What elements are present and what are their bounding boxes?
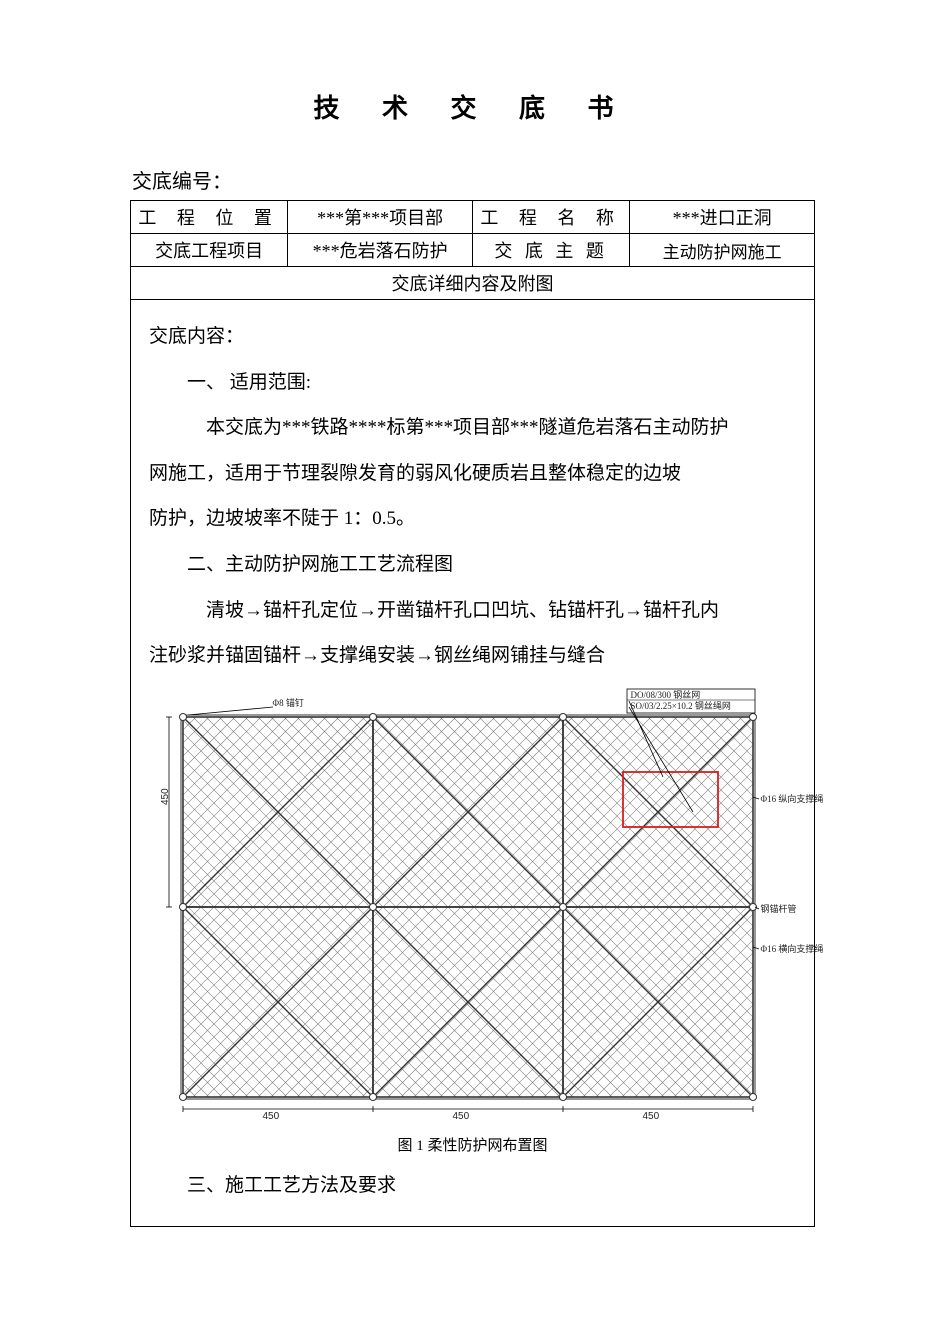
info-table: 工 程 位 置 ***第***项目部 工 程 名 称 ***进口正洞 交底工程项… xyxy=(130,200,815,267)
callout-top-left: Φ8 锚钉 xyxy=(273,699,304,708)
dim-bottom-1: 450 xyxy=(263,1112,280,1122)
dim-bottom-3: 450 xyxy=(643,1112,660,1122)
cell-project-name-label: 工 程 名 称 xyxy=(472,201,629,234)
callout-right-1: Φ16 纵向支撑绳 xyxy=(761,795,824,804)
paragraph-line: 注砂浆并锚固锚杆→支撑绳安装→钢丝绳网铺挂与缝合 xyxy=(149,633,796,679)
document-title: 技 术 交 底 书 xyxy=(130,88,815,125)
figure-caption: 图 1 柔性防护网布置图 xyxy=(149,1136,796,1157)
table-row: 交底工程项目 ***危岩落石防护 交 底 主 题 主动防护网施工 xyxy=(131,234,815,267)
callout-right-2: 钢锚杆管 xyxy=(761,905,797,914)
callout-right-3: Φ16 横向支撑绳 xyxy=(761,945,824,954)
cell-project-name-value: ***进口正洞 xyxy=(630,201,815,234)
cell-subproject-value: ***危岩落石防护 xyxy=(288,234,473,267)
heading-methods: 三、施工工艺方法及要求 xyxy=(149,1163,796,1209)
table-row: 工 程 位 置 ***第***项目部 工 程 名 称 ***进口正洞 xyxy=(131,201,815,234)
cell-topic-value: 主动防护网施工 xyxy=(630,234,815,267)
cell-project-location-label: 工 程 位 置 xyxy=(131,201,288,234)
callout-top-right-2: SO/03/2.25×10.2 钢丝绳网 xyxy=(631,702,731,711)
dim-left-vertical: 450 xyxy=(161,788,171,805)
figure-net-layout: 450 450 450 450 Φ8 锚钉 DO/08/300 钢丝网 SO/0… xyxy=(153,687,793,1132)
cell-subproject-label: 交底工程项目 xyxy=(131,234,288,267)
net-layout-svg xyxy=(153,687,793,1132)
paragraph-line: 防护，边坡坡率不陡于 1：0.5。 xyxy=(149,496,796,542)
paragraph-line: 本交底为***铁路****标第***项目部***隧道危岩落石主动防护 xyxy=(149,405,796,451)
cell-project-location-value: ***第***项目部 xyxy=(288,201,473,234)
section-header: 交底详细内容及附图 xyxy=(130,267,815,300)
heading-scope: 一、 适用范围: xyxy=(149,360,796,406)
cell-topic-label: 交 底 主 题 xyxy=(472,234,629,267)
paragraph-line: 网施工，适用于节理裂隙发育的弱风化硬质岩且整体稳定的边坡 xyxy=(149,451,796,497)
paragraph-line: 清坡→锚杆孔定位→开凿锚杆孔口凹坑、钻锚杆孔→锚杆孔内 xyxy=(149,588,796,634)
content-lead: 交底内容： xyxy=(149,314,796,360)
content-box: 交底内容： 一、 适用范围: 本交底为***铁路****标第***项目部***隧… xyxy=(130,300,815,1227)
heading-flowchart: 二、主动防护网施工工艺流程图 xyxy=(149,542,796,588)
dim-bottom-2: 450 xyxy=(453,1112,470,1122)
callout-top-right-1: DO/08/300 钢丝网 xyxy=(631,691,701,700)
serial-number-label: 交底编号： xyxy=(130,165,815,194)
